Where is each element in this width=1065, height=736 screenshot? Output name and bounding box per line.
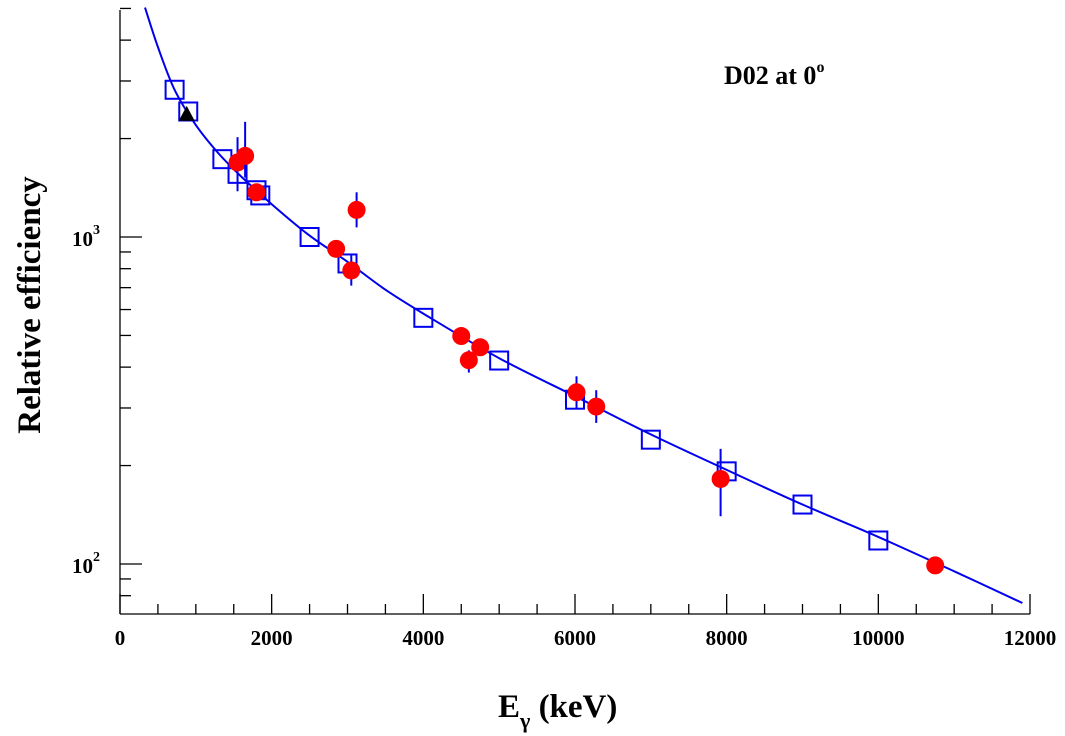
filled-circle-marker [247,183,266,202]
data-markers [164,79,945,575]
x-tick-label: 10000 [852,626,905,650]
open-square-marker [868,530,889,551]
x-tick-label: 0 [115,626,126,650]
filled-circle-marker [459,351,478,370]
x-axis-title-subscript: γ [519,708,530,733]
annotation-superscript: o [816,59,824,76]
filled-circle-marker [327,239,346,258]
x-tick-label: 12000 [1004,626,1057,650]
chart-annotation: D02 at 0o [724,59,824,90]
x-ticks: 0 2000 4000 6000 8000 10000 12000 [115,594,1057,650]
filled-circle-marker [452,327,471,346]
filled-circle-marker [471,338,490,357]
filled-circle-marker [342,261,361,280]
fit-curve [144,7,1023,604]
filled-circle-marker [587,397,606,416]
open-square-marker [299,227,320,247]
x-tick-label: 4000 [402,626,444,650]
filled-circle-marker [347,200,366,219]
y-axis-title: Relative efficiency [12,176,48,434]
filled-circle-marker [926,556,945,575]
x-axis-title: Eγ (keV) [498,689,617,733]
open-square-marker [489,350,510,371]
open-square-marker [640,429,661,450]
x-tick-label: 8000 [706,626,748,650]
y-tick-label: 102 [72,550,100,578]
filled-circle-marker [567,383,586,402]
x-axis-title-main: E [498,689,520,725]
open-square-marker [792,494,813,515]
open-square-marker [164,79,185,100]
open-square-marker [413,307,434,328]
axes: 0 2000 4000 6000 8000 10000 12000 102 103 [72,7,1057,650]
filled-circle-marker [236,146,255,165]
x-axis-title-suffix: (keV) [530,689,617,725]
y-tick-label: 103 [72,223,100,251]
filled-triangle-marker [178,105,195,121]
annotation-text: D02 at 0 [724,61,816,90]
x-tick-label: 6000 [554,626,596,650]
filled-circle-marker [711,469,730,488]
x-tick-label: 2000 [251,626,293,650]
y-ticks: 102 103 [72,7,142,597]
